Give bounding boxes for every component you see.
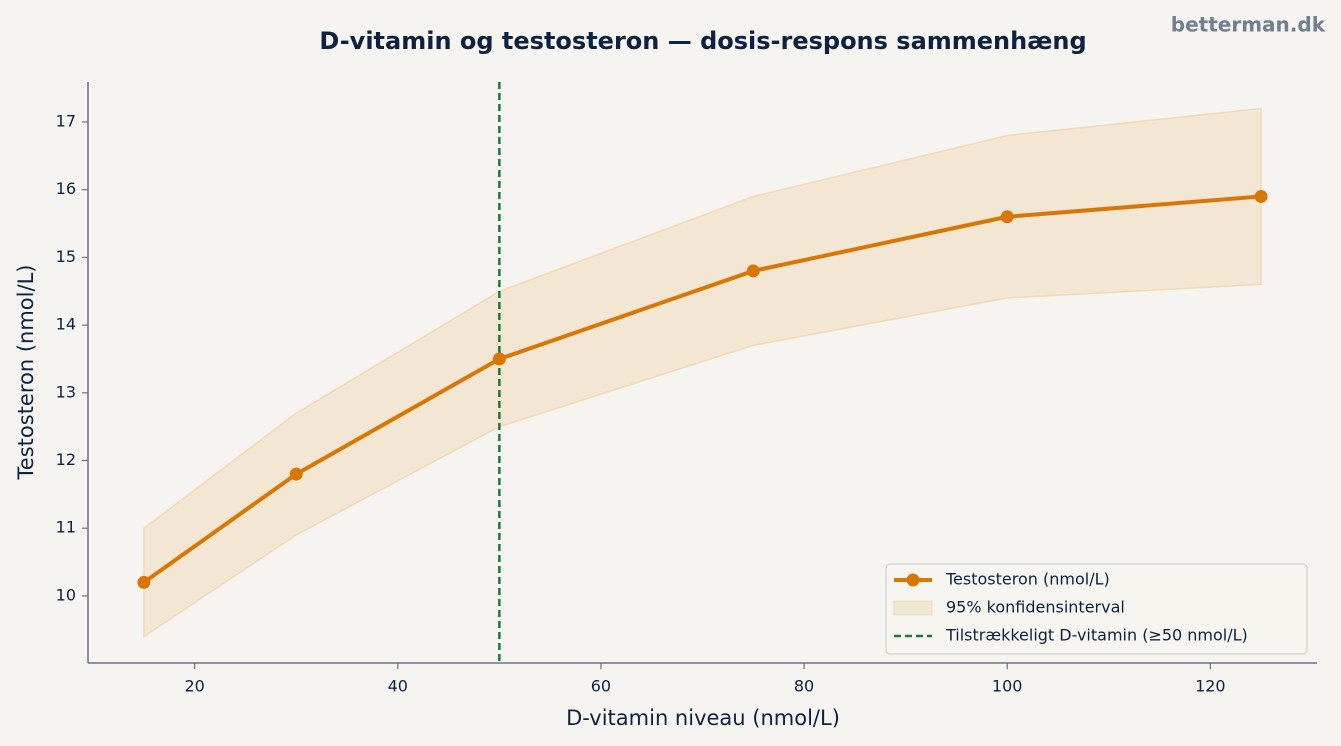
y-tick-label: 12 xyxy=(56,450,76,469)
legend-label: Testosteron (nmol/L) xyxy=(945,570,1110,589)
y-tick-label: 10 xyxy=(56,585,76,604)
series-line xyxy=(142,194,1262,585)
watermark: betterman.dk xyxy=(1171,13,1326,37)
legend-label: Tilstrækkeligt D-vitamin (≥50 nmol/L) xyxy=(945,626,1248,645)
legend-marker xyxy=(906,573,920,587)
x-axis-label: D-vitamin niveau (nmol/L) xyxy=(566,706,840,730)
legend-box xyxy=(885,563,1308,655)
x-tick-label: 60 xyxy=(591,677,611,696)
legend-swatch xyxy=(893,600,933,616)
data-point xyxy=(289,467,303,481)
y-tick-label: 15 xyxy=(56,247,76,266)
x-tick-label: 100 xyxy=(992,677,1023,696)
data-point xyxy=(746,264,760,278)
y-tick-label: 11 xyxy=(56,518,76,537)
data-point xyxy=(137,575,151,589)
x-tick-label: 40 xyxy=(388,677,408,696)
y-tick-label: 13 xyxy=(56,382,76,401)
x-tick-label: 20 xyxy=(184,677,204,696)
legend-label: 95% konfidensinterval xyxy=(946,598,1125,617)
y-tick-label: 17 xyxy=(56,111,76,130)
confidence-band xyxy=(143,107,1262,638)
y-axis-label: Testosteron (nmol/L) xyxy=(14,265,38,481)
x-tick-label: 80 xyxy=(794,677,814,696)
x-tick-label: 120 xyxy=(1195,677,1226,696)
data-point xyxy=(1254,189,1268,203)
data-point xyxy=(492,352,506,366)
chart-title: D-vitamin og testosteron — dosis-respons… xyxy=(319,27,1086,55)
y-tick-label: 14 xyxy=(56,315,76,334)
data-point xyxy=(1000,210,1014,224)
y-tick-label: 16 xyxy=(56,179,76,198)
